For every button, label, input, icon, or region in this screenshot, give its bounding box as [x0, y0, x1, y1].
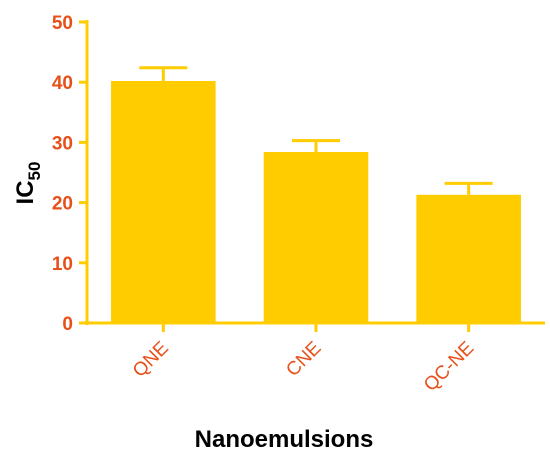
x-axis-ticks: QNE CNE QC-NE — [129, 323, 478, 396]
bar-cne — [263, 152, 369, 323]
y-axis-ticks: 0 10 20 30 40 50 — [52, 13, 87, 335]
y-tick-label: 30 — [52, 133, 73, 154]
y-tick-label: 0 — [62, 314, 73, 335]
y-tick-label: 20 — [52, 194, 73, 215]
x-tick-label: CNE — [282, 338, 325, 381]
bar-qne — [111, 80, 216, 323]
y-axis-title: IC50 — [12, 162, 44, 205]
y-tick-label: 40 — [52, 73, 73, 94]
bars — [111, 80, 521, 323]
x-axis-title: Nanoemulsions — [195, 426, 374, 453]
y-tick-label: 10 — [52, 254, 73, 275]
y-axis-title-main: IC — [12, 180, 39, 204]
error-bars — [139, 66, 493, 195]
y-tick-label: 50 — [52, 13, 73, 34]
bar-qc-ne — [416, 194, 521, 323]
x-tick-label: QC-NE — [420, 338, 478, 396]
x-tick-label: QNE — [129, 338, 173, 382]
axes — [85, 20, 545, 325]
y-axis-title-subscript: 50 — [25, 162, 44, 181]
